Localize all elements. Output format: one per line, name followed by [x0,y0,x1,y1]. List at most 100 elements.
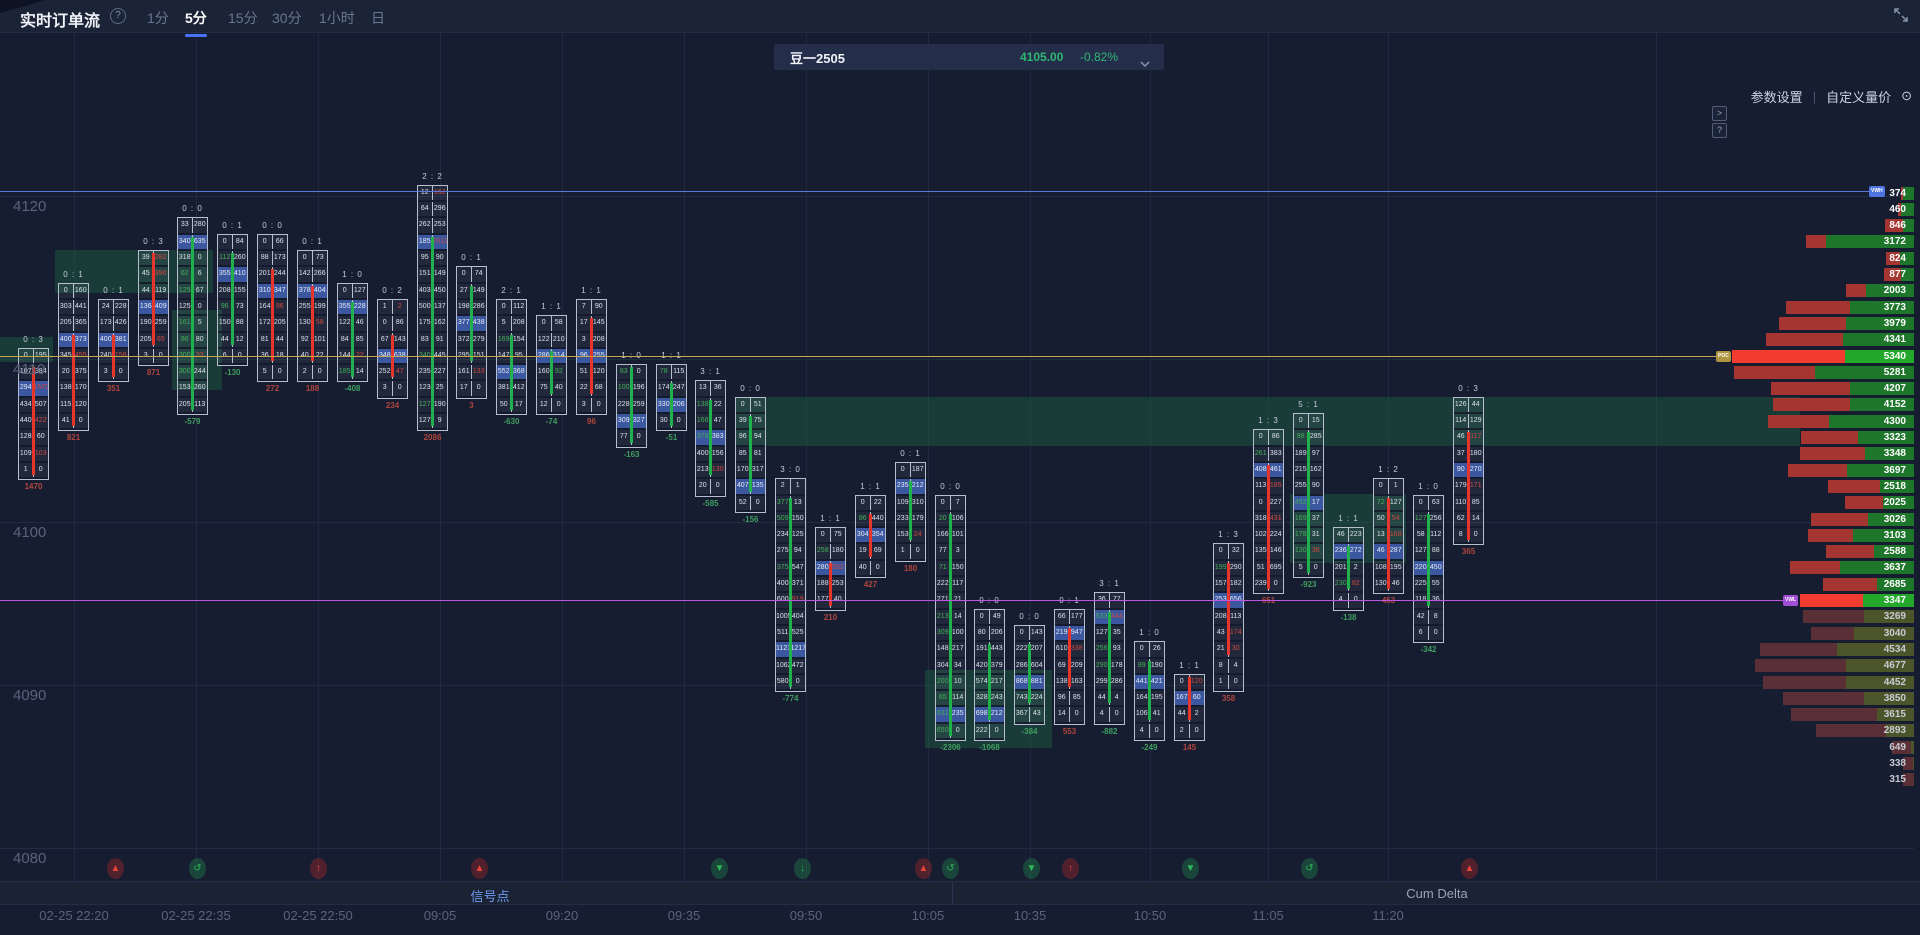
value-area-band [0,337,53,362]
volume-profile-bar [1802,610,1914,624]
footprint-row: 128 60 [19,430,48,447]
ask-volume-cell: 444 [1109,609,1124,624]
tab-5分[interactable]: 5分 [185,10,207,37]
gear-icon[interactable]: ⊙ [1901,88,1912,103]
footprint-row: 12 162 [418,185,447,203]
ask-volume-cell: 0 [1228,674,1243,690]
footprint-candle[interactable]: 084112260355410208155967315088441260 [217,233,248,367]
footprint-candle[interactable]: 78 115 174 247 330 206 30 0 [656,364,687,432]
footprint-candle[interactable]: 12 162 64 296 262 253 185 2012 95 90 151 149 403 450 5… [417,184,448,432]
ask-volume-cell: 80 [192,332,207,347]
chevron-down-icon [1140,54,1150,68]
footprint-candle[interactable]: 13 36 138 22 166 47 376 383 400 156 213 130 20 0 [695,380,726,497]
footprint-candle[interactable]: 0668817320124431034716496172205814436185… [257,233,288,383]
collapse-panel-button[interactable]: > [1712,106,1727,121]
ask-volume-cell: 379 [989,658,1004,673]
ask-volume-cell: 0 [1069,707,1084,722]
footprint-row: 0 32 [1214,544,1243,561]
footprint-candle[interactable]: 0 1 72 127 50 54 13 168 46 287 108 195 130 46 [1373,478,1404,595]
bid-volume-cell: 142 [298,267,313,282]
footprint-candle[interactable]: 3928245390441191364091902592056530 [138,250,169,367]
volume-profile-value: 3697 [1883,464,1906,476]
footprint-candle[interactable]: 0742714919828637743837227929515116113317… [456,266,487,399]
footprint-candle[interactable]: 01125208169154147955523683814125017 [496,298,527,416]
bid-volume-cell: 96 [1055,691,1070,706]
ask-volume-cell: 15 [1308,414,1323,429]
time-gridline [562,33,563,881]
footprint-candle[interactable]: 0 187 235 212 109 310 233 179 153 24 1 0 [895,461,926,562]
sell-volume-segment [1828,479,1880,493]
footprint-candle[interactable]: 0195107384294157043450744042212860109103… [18,347,49,481]
ask-volume-cell: 455 [73,348,88,364]
footprint-candle[interactable]: 01273552281224684851442218514 [337,282,368,383]
cum-delta-panel-label[interactable]: Cum Delta [1406,886,1468,901]
sell-volume-segment [1785,300,1850,314]
footprint-row: 256 93 [1095,642,1124,659]
buy-volume-segment [1910,740,1914,754]
footprint-candle[interactable]: 2422817342640038124015630 [98,298,129,383]
footprint-row: 33 280 [178,218,207,235]
ask-volume-cell: 30 [1228,642,1243,657]
footprint-candle[interactable]: 0 51 39 75 96 94 85 81 170 317 407 135 52 0 [735,396,766,513]
time-gridline [806,33,807,881]
ask-volume-cell: 431 [1268,511,1283,527]
buy-volume-segment [1854,626,1914,640]
candle-delta-bar [470,285,473,362]
footprint-row: 130 36 [1294,544,1323,561]
footprint-candle[interactable]: 0720106166101773711502221172712121314309… [935,494,966,742]
sell-volume-segment [1826,545,1875,559]
custom-volume-price-button[interactable]: 自定义量价 [1826,89,1892,105]
ask-volume-cell: 51 [750,397,765,413]
tab-1分[interactable]: 1分 [147,10,169,26]
help-icon[interactable]: ? [110,8,126,24]
expand-icon[interactable] [1894,8,1910,24]
footprint-candle[interactable]: 0321992901571822536562081134317421308410 [1213,543,1244,693]
settings-button[interactable]: 参数设置 [1750,89,1803,105]
footprint-candle[interactable]: 3328034063531806261256712501615868030033… [177,217,208,416]
footprint-candle[interactable]: 0631272565811212788220450225551183642860 [1413,494,1444,644]
tab-30分[interactable]: 30分 [272,10,302,26]
value-area-band [735,397,1800,446]
ask-volume-cell: 9 [432,414,447,429]
footprint-candle[interactable]: 126 44 114 129 46 117 37 180 90 270 179 171 110 85 62 1… [1453,396,1484,546]
candle-delta-footer: -923 [1300,580,1317,590]
footprint-candle[interactable]: 66 177 219 947 610 338 69 209 138 163 96 85 14 0 [1054,608,1085,725]
footprint-row: 46 223 [1334,528,1363,545]
footprint-candle[interactable]: 07525818028059218825317740 [815,527,846,611]
ask-volume-cell: 90 [432,251,447,266]
tab-15分[interactable]: 15分 [228,10,258,26]
volume-profile-value: 2588 [1883,546,1906,558]
ask-volume-cell: 1570 [33,381,48,396]
footprint-candle[interactable]: 12086671433486382524730 [377,298,408,399]
tab-日[interactable]: 日 [371,10,385,26]
signal-panel-label[interactable]: 信号点 [470,889,510,904]
ask-volume-cell: 88 [232,316,247,331]
sell-volume-segment [1766,333,1844,347]
footprint-candle[interactable]: 0 86 261 383 408 461 113 185 0 227 318 431 102 224 135… [1253,429,1284,595]
footprint-candle[interactable]: 058122210286314160927540120 [536,315,567,416]
footprint-candle[interactable]: 0731422663784042551991305892101402220 [297,250,328,383]
footprint-candle[interactable]: 4622323627220122308240 [1333,527,1364,611]
ask-volume-cell: 4 [1228,658,1243,673]
footprint-candle[interactable]: 2137713509150234125275943755474003716009… [775,478,806,693]
footprint-candle[interactable]: 0 26 89 190 441 421 164 195 106 41 4 0 [1134,641,1165,742]
footprint-candle[interactable]: 0 143 222 207 286 604 868 881 743 224 367 43 [1014,624,1045,725]
footprint-candle[interactable]: 0 15 88 285 189 97 215 162 255 90 452 17 169 37 178 31 1… [1293,413,1324,579]
symbol-selector[interactable]: 豆一2505 4105.00 -0.82% [774,44,1164,70]
ask-volume-cell: 127 [352,283,367,298]
footprint-candle[interactable]: 0 22 86 440 304 354 19 69 40 0 [855,494,886,579]
footprint-row: 0 86 [378,316,407,333]
ask-volume-cell: 695 [1268,560,1283,576]
footprint-candle[interactable]: 0 120 167 60 44 2 2 0 [1174,673,1205,742]
footprint-candle[interactable]: 3677533444127352569329017829928644440 [1094,592,1125,725]
footprint-candle[interactable]: 0 49 80 206 191 443 420 379 574 217 328 243 698 212 22… [974,608,1005,742]
footprint-candle[interactable]: 0160303441205365400373345455203751381701… [58,282,89,432]
footprint-candle[interactable]: 83 0 100 196 228 259 309 327 77 0 [616,364,647,448]
tab-1小时[interactable]: 1小时 [319,10,355,26]
footprint-row: 135 146 [1254,544,1283,561]
panel-help-button[interactable]: ? [1712,123,1727,138]
candle-imbalance-header: 1 : 2 [1378,465,1399,475]
ask-volume-cell: 199 [312,299,327,315]
volume-profile-value: 460 [1889,203,1906,215]
